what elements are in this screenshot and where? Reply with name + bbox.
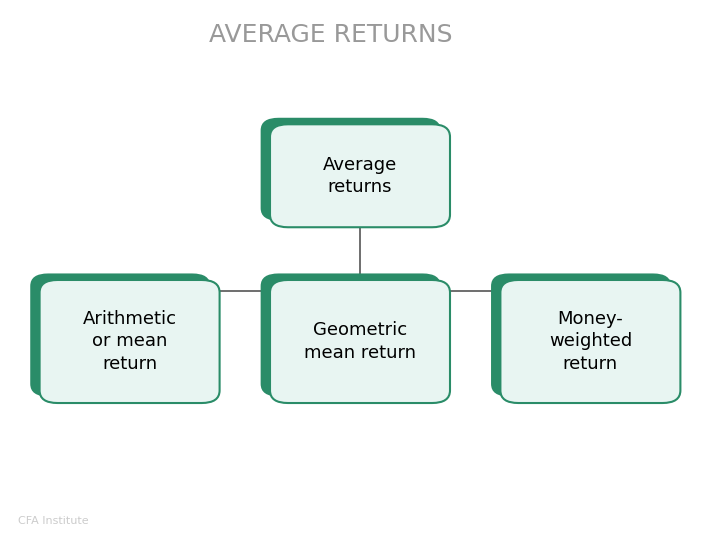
FancyBboxPatch shape [40,280,220,403]
Text: Geometric
mean return: Geometric mean return [304,321,416,362]
FancyBboxPatch shape [270,280,450,403]
Text: Arithmetic
or mean
return: Arithmetic or mean return [83,310,176,373]
FancyBboxPatch shape [261,273,441,396]
Text: Money-
weighted
return: Money- weighted return [549,310,632,373]
FancyBboxPatch shape [500,280,680,403]
Text: Average
returns: Average returns [323,156,397,196]
Text: AVERAGE RETURNS: AVERAGE RETURNS [210,23,453,47]
FancyBboxPatch shape [270,124,450,227]
FancyBboxPatch shape [491,273,671,396]
FancyBboxPatch shape [30,273,210,396]
Text: CFA Institute: CFA Institute [18,516,89,526]
FancyBboxPatch shape [261,118,441,221]
